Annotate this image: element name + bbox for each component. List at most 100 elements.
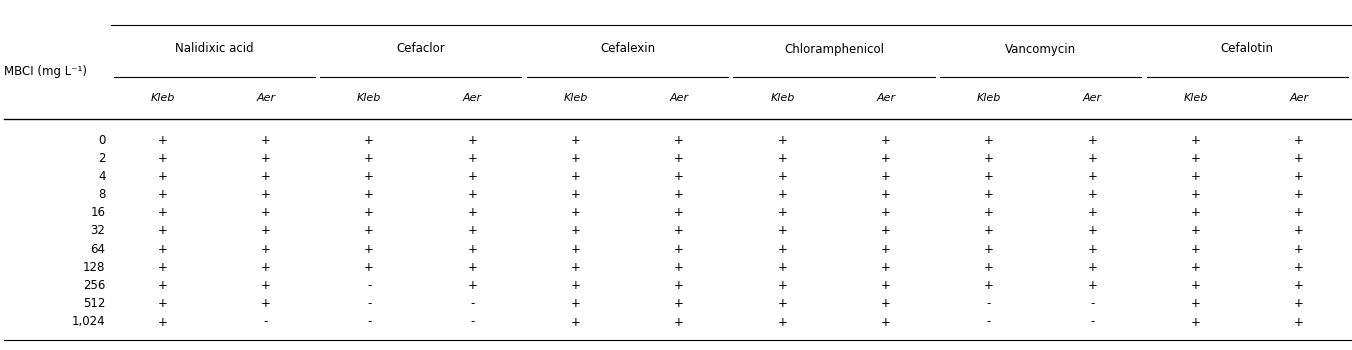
Text: +: + [158, 315, 168, 329]
Text: +: + [984, 133, 994, 147]
Text: 16: 16 [91, 206, 105, 219]
Text: 4: 4 [97, 170, 105, 183]
Text: +: + [571, 152, 581, 165]
Text: 512: 512 [82, 297, 105, 310]
Text: +: + [1294, 224, 1303, 238]
Text: +: + [1294, 133, 1303, 147]
Text: +: + [777, 297, 787, 310]
Text: +: + [261, 261, 270, 274]
Text: +: + [777, 224, 787, 238]
Text: +: + [777, 315, 787, 329]
Text: +: + [984, 261, 994, 274]
Text: +: + [1087, 170, 1098, 183]
Text: +: + [984, 243, 994, 256]
Text: +: + [571, 170, 581, 183]
Text: +: + [675, 315, 684, 329]
Text: -: - [987, 315, 991, 329]
Text: +: + [261, 279, 270, 292]
Text: +: + [880, 206, 891, 219]
Text: +: + [1191, 261, 1201, 274]
Text: +: + [571, 206, 581, 219]
Text: +: + [1294, 315, 1303, 329]
Text: +: + [777, 206, 787, 219]
Text: +: + [1087, 152, 1098, 165]
Text: +: + [571, 133, 581, 147]
Text: Kleb: Kleb [977, 93, 1002, 103]
Text: +: + [261, 224, 270, 238]
Text: +: + [1191, 279, 1201, 292]
Text: +: + [777, 279, 787, 292]
Text: +: + [468, 188, 477, 201]
Text: -: - [264, 315, 268, 329]
Text: +: + [1191, 243, 1201, 256]
Text: -: - [1090, 297, 1095, 310]
Text: +: + [364, 206, 375, 219]
Text: +: + [571, 188, 581, 201]
Text: +: + [261, 243, 270, 256]
Text: MBCI (mg L⁻¹): MBCI (mg L⁻¹) [4, 65, 87, 78]
Text: +: + [984, 206, 994, 219]
Text: +: + [158, 133, 168, 147]
Text: +: + [1087, 188, 1098, 201]
Text: +: + [880, 261, 891, 274]
Text: +: + [158, 261, 168, 274]
Text: +: + [571, 224, 581, 238]
Text: +: + [468, 206, 477, 219]
Text: +: + [261, 152, 270, 165]
Text: +: + [1191, 152, 1201, 165]
Text: +: + [675, 224, 684, 238]
Text: +: + [1294, 297, 1303, 310]
Text: 128: 128 [82, 261, 105, 274]
Text: Cefaclor: Cefaclor [396, 42, 445, 56]
Text: +: + [777, 243, 787, 256]
Text: +: + [1191, 170, 1201, 183]
Text: +: + [158, 224, 168, 238]
Text: +: + [984, 188, 994, 201]
Text: Kleb: Kleb [564, 93, 588, 103]
Text: +: + [571, 243, 581, 256]
Text: Cefalotin: Cefalotin [1221, 42, 1274, 56]
Text: -: - [470, 297, 475, 310]
Text: +: + [158, 297, 168, 310]
Text: +: + [675, 297, 684, 310]
Text: 256: 256 [82, 279, 105, 292]
Text: +: + [1294, 261, 1303, 274]
Text: +: + [364, 243, 375, 256]
Text: +: + [1294, 170, 1303, 183]
Text: +: + [777, 188, 787, 201]
Text: +: + [571, 261, 581, 274]
Text: +: + [1191, 206, 1201, 219]
Text: +: + [880, 224, 891, 238]
Text: +: + [468, 152, 477, 165]
Text: +: + [1191, 133, 1201, 147]
Text: +: + [880, 279, 891, 292]
Text: Aer: Aer [1083, 93, 1102, 103]
Text: +: + [675, 206, 684, 219]
Text: +: + [261, 188, 270, 201]
Text: -: - [366, 315, 372, 329]
Text: +: + [1087, 224, 1098, 238]
Text: +: + [984, 224, 994, 238]
Text: Kleb: Kleb [771, 93, 795, 103]
Text: Aer: Aer [462, 93, 483, 103]
Text: +: + [468, 279, 477, 292]
Text: +: + [468, 133, 477, 147]
Text: +: + [1191, 224, 1201, 238]
Text: +: + [777, 261, 787, 274]
Text: +: + [880, 188, 891, 201]
Text: Kleb: Kleb [150, 93, 174, 103]
Text: +: + [675, 170, 684, 183]
Text: +: + [364, 224, 375, 238]
Text: +: + [364, 188, 375, 201]
Text: 0: 0 [99, 133, 105, 147]
Text: +: + [880, 243, 891, 256]
Text: -: - [366, 297, 372, 310]
Text: +: + [675, 243, 684, 256]
Text: +: + [675, 261, 684, 274]
Text: +: + [571, 315, 581, 329]
Text: Chloramphenicol: Chloramphenicol [784, 42, 884, 56]
Text: 1,024: 1,024 [72, 315, 105, 329]
Text: +: + [880, 297, 891, 310]
Text: 8: 8 [99, 188, 105, 201]
Text: +: + [261, 297, 270, 310]
